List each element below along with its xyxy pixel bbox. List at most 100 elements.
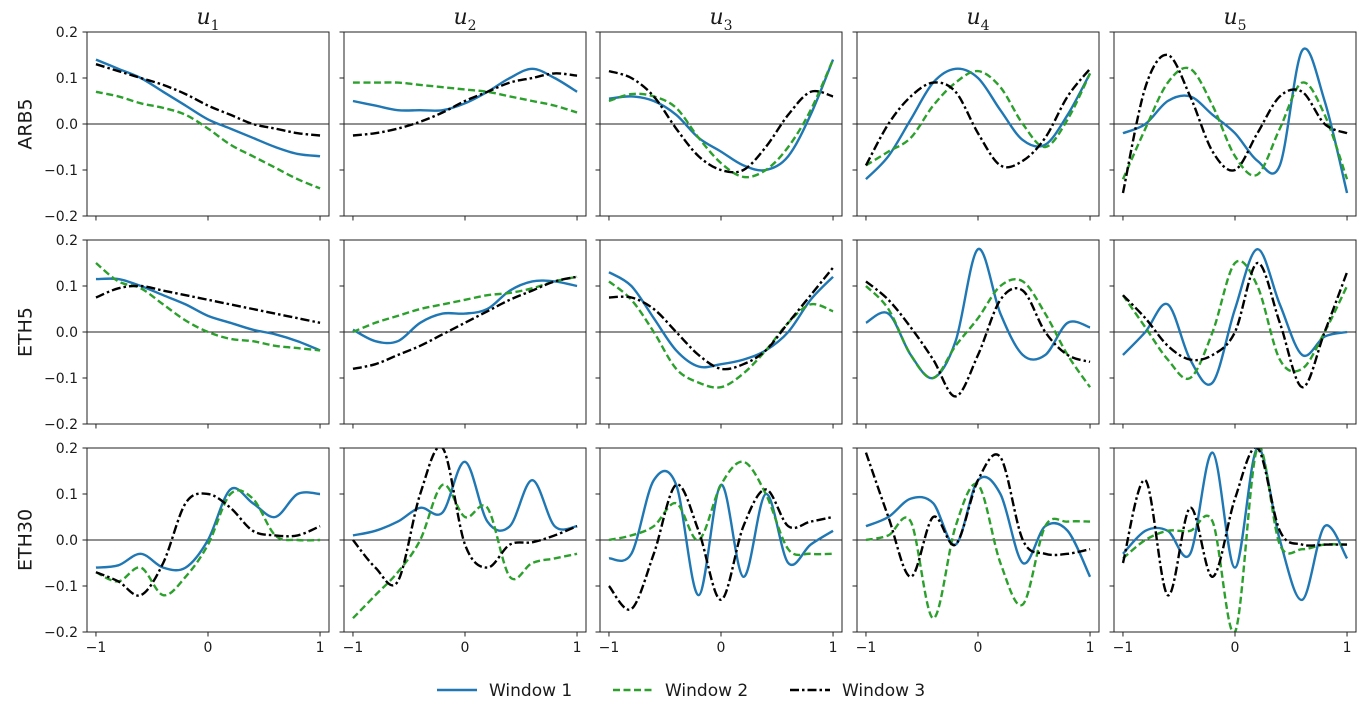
y-tick-label: −0.1: [44, 163, 78, 179]
series-line-window-1: [1122, 448, 1349, 601]
series-line-window-1: [865, 247, 1091, 380]
panel-r1-c4: [852, 31, 1100, 221]
x-tick-label: −1: [86, 640, 107, 656]
series-line-window-2: [608, 280, 834, 389]
y-tick-label: 0.0: [56, 533, 78, 549]
panel-r1-c1: −0.2 −0.1 0.0 0.1 0.2: [44, 25, 330, 225]
series-line-window-3: [95, 63, 321, 137]
legend-item-2: Window 2: [613, 681, 748, 701]
y-tick-label: 0.1: [56, 487, 78, 503]
x-tick-label: 0: [1231, 640, 1240, 656]
panel-r2-c3: [595, 239, 843, 429]
panel-r3-c3: −1 0 1: [595, 447, 843, 656]
x-tick-label: −1: [856, 640, 877, 656]
series-line-window-2: [95, 90, 321, 190]
series-line-window-1: [865, 475, 1092, 578]
legend-item-3: Window 3: [790, 681, 925, 701]
series-line-window-3: [95, 284, 321, 324]
panel-grid: −0.2−0.10.00.10.2−0.2−0.10.00.10.2−0.2−0…: [44, 25, 1357, 656]
column-titles: u1 u2 u3 u4 u5: [196, 5, 1246, 34]
x-tick-label: −1: [1113, 640, 1134, 656]
row-label-eth5: ETH5: [15, 307, 37, 357]
y-tick-label: 0.1: [56, 279, 78, 295]
series-line-window-3: [608, 266, 834, 371]
series-line-window-3: [95, 492, 321, 597]
series-line-window-1: [608, 271, 834, 369]
y-tick-label: −0.2: [44, 209, 78, 225]
row-labels: ARB5 ETH5 ETH30: [15, 98, 37, 571]
row-label-arb5: ARB5: [15, 98, 37, 149]
legend-label: Window 2: [665, 681, 748, 701]
y-tick-label: −0.1: [44, 371, 78, 387]
series-line-window-3: [865, 280, 1091, 398]
series-line-window-1: [352, 460, 578, 537]
column-title-4: u4: [966, 5, 989, 34]
legend-label: Window 1: [489, 681, 572, 701]
series-line-window-3: [1121, 53, 1348, 194]
panel-r3-c1: −0.2 −0.1 0.0 0.1 0.2 −1 0 1: [44, 441, 330, 656]
series-line-window-3: [352, 448, 578, 587]
x-tick-label: 1: [829, 640, 838, 656]
series-line-window-3: [608, 69, 834, 174]
panel-r1-c3: [595, 31, 843, 221]
column-title-3: u3: [709, 5, 732, 34]
series-line-window-3: [1121, 448, 1348, 597]
y-tick-label: 0.0: [56, 117, 78, 133]
series-line-window-1: [865, 67, 1092, 181]
series-line-window-3: [352, 275, 578, 370]
panel-r2-c1: −0.2 −0.1 0.0 0.1 0.2: [44, 233, 330, 433]
panel-r3-c5: −1 0 1: [1109, 447, 1357, 656]
y-tick-label: 0.2: [56, 233, 78, 249]
panel-r2-c4: [852, 239, 1100, 429]
series-line-window-3: [352, 72, 578, 137]
legend: Window 1 Window 2 Window 3: [437, 681, 925, 701]
series-line-window-2: [608, 460, 834, 557]
series-line-window-1: [1122, 248, 1348, 386]
panel-r2-c2: [339, 239, 587, 429]
y-tick-label: 0.2: [56, 441, 78, 457]
panel-r3-c2: −1 0 1: [339, 447, 587, 656]
x-tick-label: −1: [343, 640, 364, 656]
panel-r1-c5: [1109, 31, 1357, 221]
x-tick-label: 0: [461, 640, 470, 656]
x-tick-label: 0: [717, 640, 726, 656]
y-tick-label: −0.1: [44, 579, 78, 595]
series-line-window-2: [1121, 259, 1349, 381]
column-title-2: u2: [453, 5, 476, 34]
y-tick-label: 0.2: [56, 25, 78, 41]
series-line-window-2: [865, 278, 1092, 388]
series-line-window-1: [352, 279, 578, 345]
series-line-window-3: [864, 68, 1091, 169]
column-title-1: u1: [196, 5, 219, 34]
series-line-window-2: [352, 275, 578, 334]
series-line-window-2: [95, 489, 321, 597]
series-line-window-1: [95, 277, 321, 352]
x-tick-label: 1: [316, 640, 325, 656]
series-line-window-1: [352, 67, 578, 112]
series-line-window-1: [1122, 47, 1349, 194]
x-tick-label: 1: [1343, 640, 1352, 656]
series-line-window-1: [608, 59, 835, 172]
series-line-window-1: [95, 486, 321, 572]
x-tick-label: 1: [1086, 640, 1095, 656]
legend-item-1: Window 1: [437, 681, 572, 701]
series-line-window-2: [1122, 448, 1348, 632]
x-tick-label: 0: [204, 640, 213, 656]
series-line-window-3: [608, 483, 834, 611]
legend-label: Window 3: [842, 681, 925, 701]
panel-r2-c5: [1109, 239, 1357, 429]
column-title-5: u5: [1223, 5, 1246, 34]
series-line-window-2: [352, 81, 578, 114]
series-line-window-2: [865, 69, 1092, 167]
x-tick-label: 0: [974, 640, 983, 656]
y-tick-label: 0.0: [56, 325, 78, 341]
series-line-window-2: [1121, 66, 1349, 180]
series-line-window-2: [865, 482, 1091, 620]
series-line-window-3: [1122, 261, 1349, 389]
series-line-window-2: [608, 59, 835, 179]
x-tick-label: 1: [573, 640, 582, 656]
series-line-window-3: [864, 452, 1091, 578]
y-tick-label: −0.2: [44, 417, 78, 433]
panel-r3-c4: −1 0 1: [852, 447, 1100, 656]
